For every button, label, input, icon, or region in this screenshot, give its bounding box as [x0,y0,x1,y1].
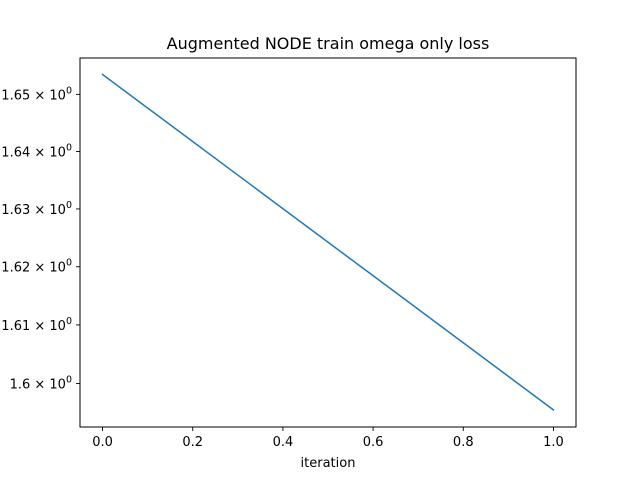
y-tick-label: 1.61 × 100 [1,316,72,334]
y-tick-label: 1.64 × 100 [1,142,72,160]
y-tick-label: 1.62 × 100 [1,258,72,276]
x-axis-label: iteration [301,456,356,471]
y-axis: 1.6 × 100 1.61 × 100 1.62 × 100 1.63 × 100 1… [1,85,80,392]
x-tick-label: 0.6 [363,435,384,450]
x-tick-label: 0.2 [182,435,203,450]
x-axis: 0.0 0.2 0.4 0.6 0.8 1.0 [92,427,564,450]
y-tick-label: 1.63 × 100 [1,200,72,218]
x-tick-label: 0.4 [273,435,294,450]
chart-title: Augmented NODE train omega only loss [167,34,490,53]
x-tick-label: 0.0 [92,435,113,450]
plot-area [101,73,555,411]
series-line-0 [101,73,555,411]
y-tick-label: 1.6 × 100 [10,374,72,392]
y-tick-label: 1.65 × 100 [1,85,72,103]
x-tick-label: 0.8 [453,435,474,450]
x-tick-label: 1.0 [543,435,564,450]
axes-frame [79,57,577,428]
